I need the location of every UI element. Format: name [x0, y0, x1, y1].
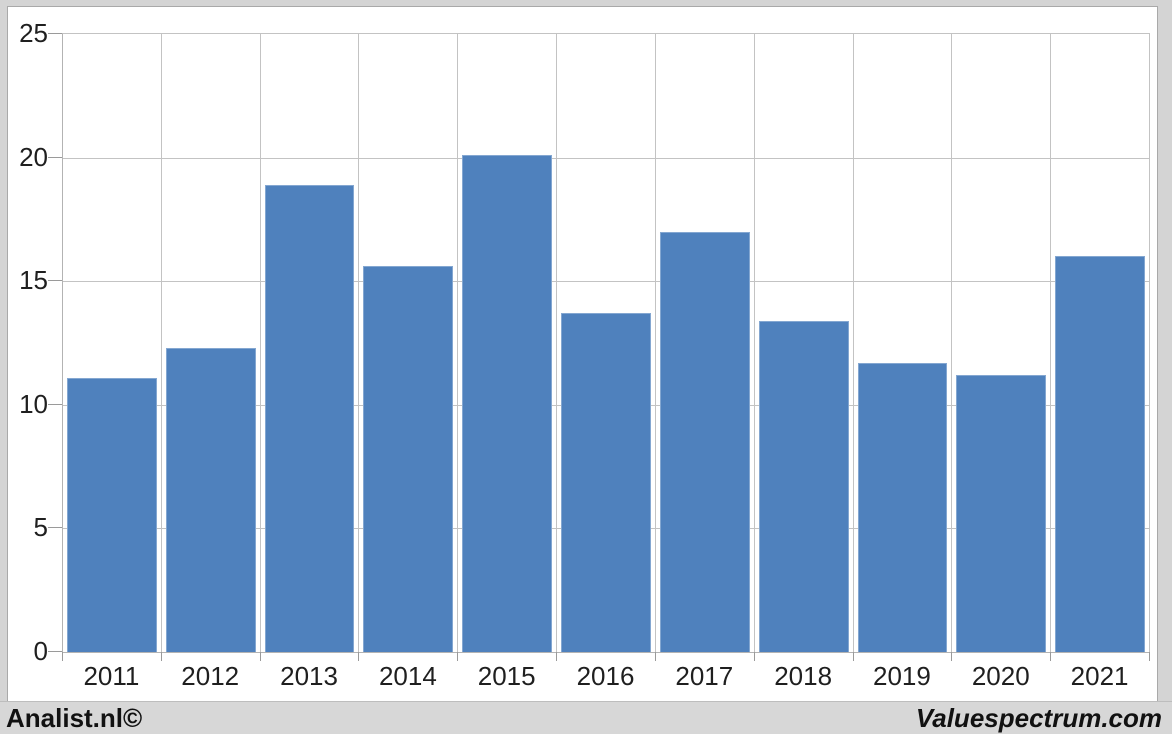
category-slot-2016 [557, 34, 656, 652]
x-tick-label-2013: 2013 [280, 661, 338, 691]
gridline-y-15 [63, 281, 1150, 283]
x-tick-mark-3 [358, 652, 360, 661]
bar-2014 [363, 266, 454, 652]
x-tick-label-2018: 2018 [774, 661, 833, 691]
y-tick-mark-15 [48, 280, 62, 282]
x-tick-mark-4 [457, 652, 459, 661]
y-tick-label-10: 10 [19, 388, 48, 419]
chart-panel: 0 5 10 15 20 25 2011 2012 2013 2014 2015 2016 2017 2… [7, 6, 1158, 702]
bar-2021 [1055, 256, 1145, 652]
category-slot-2017 [656, 34, 755, 652]
footer-bar: Analist.nl© Valuespectrum.com [0, 701, 1172, 734]
analist-brand: Analist.nl© [6, 703, 143, 733]
bar-2011 [67, 377, 157, 652]
y-tick-label-20: 20 [19, 141, 48, 172]
y-tick-mark-20 [48, 156, 62, 158]
x-tick-label-2012: 2012 [181, 661, 240, 691]
x-tick-mark-7 [753, 652, 755, 661]
bar-2018 [758, 320, 849, 652]
bar-2019 [857, 362, 948, 652]
bar-2016 [561, 313, 651, 652]
x-tick-label-2016: 2016 [576, 661, 635, 691]
bar-2017 [659, 231, 750, 652]
x-tick-mark-11 [1149, 652, 1150, 661]
plot-area [62, 33, 1150, 653]
x-tick-label-2014: 2014 [378, 661, 437, 691]
y-tick-mark-0 [48, 651, 62, 652]
x-tick-label-2011: 2011 [83, 661, 140, 691]
x-tick-label-2015: 2015 [477, 661, 536, 691]
bar-2013 [264, 184, 355, 652]
y-tick-label-5: 5 [33, 512, 48, 543]
x-tick-mark-0 [62, 652, 63, 661]
x-tick-mark-5 [556, 652, 558, 661]
x-tick-mark-10 [1050, 652, 1052, 661]
category-slot-2019 [854, 34, 953, 652]
category-slot-2011 [63, 34, 162, 652]
x-tick-label-2020: 2020 [971, 661, 1030, 691]
category-slot-2020 [952, 34, 1052, 652]
category-slot-2021 [1051, 34, 1150, 652]
y-tick-label-25: 25 [19, 18, 48, 48]
y-tick-label-15: 15 [19, 265, 48, 296]
valuespectrum-brand: Valuespectrum.com [915, 703, 1162, 733]
bar-2015 [462, 155, 553, 652]
x-tick-mark-1 [160, 652, 162, 661]
y-tick-mark-25 [48, 33, 62, 34]
y-tick-mark-10 [48, 403, 62, 405]
x-tick-mark-6 [654, 652, 656, 661]
x-tick-label-2021: 2021 [1070, 661, 1129, 691]
bar-2012 [165, 347, 256, 652]
y-tick-mark-5 [48, 527, 62, 529]
bar-2020 [956, 375, 1047, 652]
x-tick-mark-2 [259, 652, 261, 661]
x-tick-label-2017: 2017 [675, 661, 734, 691]
gridline-y-20 [63, 157, 1150, 159]
x-tick-label-2019: 2019 [873, 661, 931, 691]
x-tick-mark-8 [852, 652, 854, 661]
category-slot-2012 [162, 34, 261, 652]
category-slot-2014 [359, 34, 459, 652]
category-slot-2015 [458, 34, 558, 652]
category-slot-2018 [755, 34, 854, 652]
category-slot-2013 [261, 34, 360, 652]
y-tick-label-0: 0 [33, 636, 48, 666]
x-tick-mark-9 [951, 652, 953, 661]
